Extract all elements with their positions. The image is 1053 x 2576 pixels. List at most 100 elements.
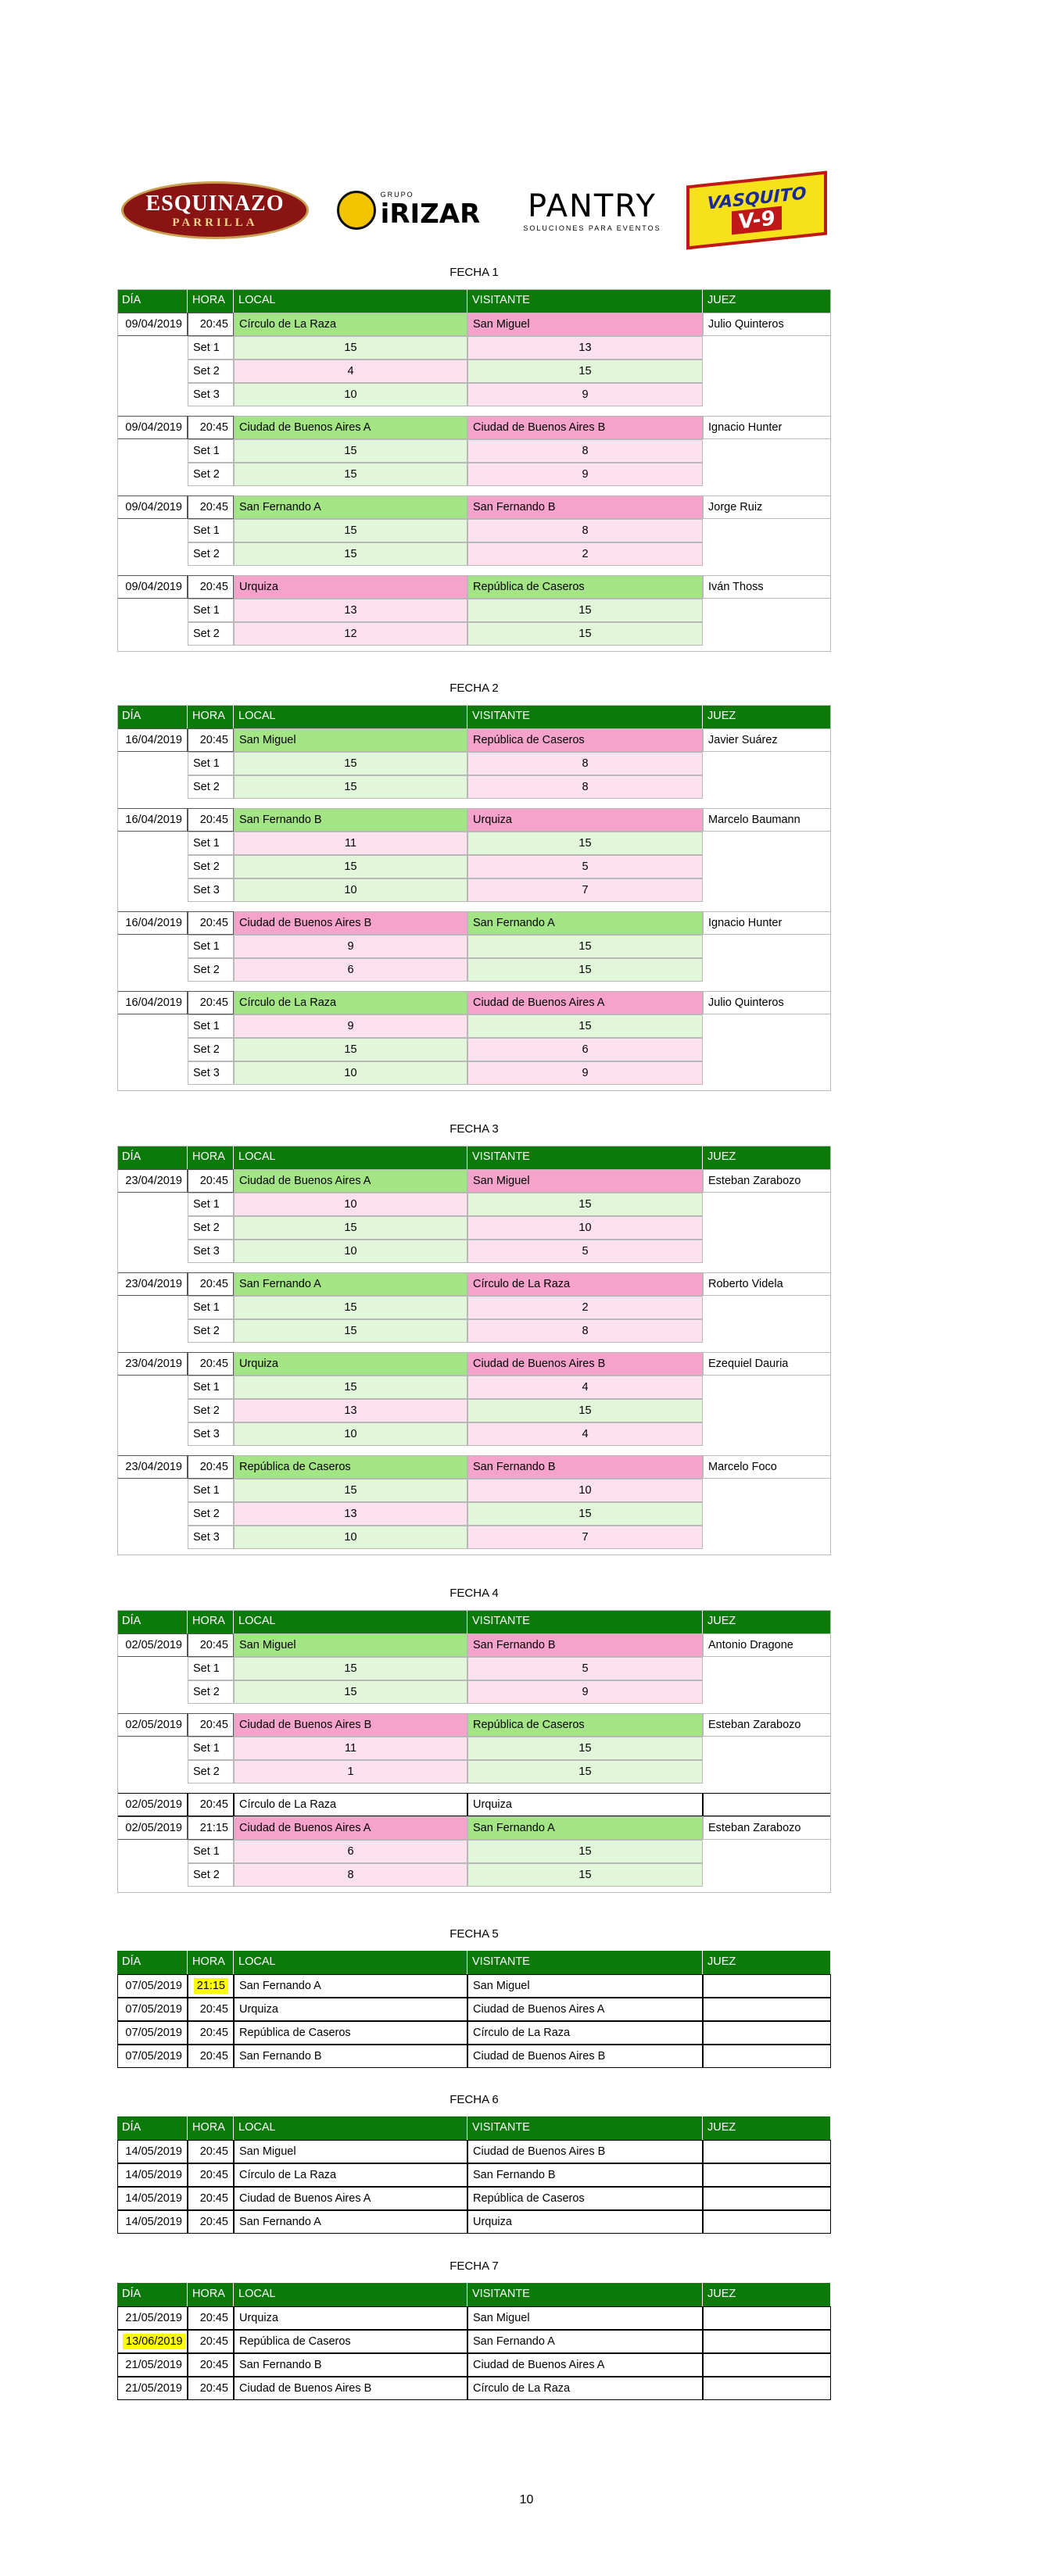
cell-text: 14/05/2019 (125, 2145, 182, 2158)
header-cell: HORA (188, 705, 234, 728)
set-score: 1 (234, 1760, 467, 1784)
set-score: 15 (234, 1319, 467, 1343)
match-visitante: Ciudad de Buenos Aires A (467, 1998, 703, 2021)
cell-text: 21/05/2019 (125, 2312, 182, 2324)
match-hora: 20:45 (188, 2045, 234, 2068)
header-cell: HORA (188, 2283, 234, 2306)
header-cell: VISITANTE (467, 1146, 703, 1169)
cell-text: 20:45 (199, 1798, 228, 1811)
match-juez (703, 1793, 831, 1816)
cell-text: Círculo de La Raza (473, 2027, 571, 2039)
set-label: Set 2 (188, 1760, 234, 1784)
match-juez (703, 2330, 831, 2353)
match-local: San Miguel (234, 728, 467, 752)
cell-text: 07/05/2019 (125, 2027, 182, 2039)
match-visitante: San Miguel (467, 2306, 703, 2330)
match-hora: 20:45 (188, 575, 234, 599)
cell-text: 20:45 (199, 2359, 228, 2371)
header-cell: LOCAL (234, 1951, 467, 1974)
cell-text: San Fernando A (473, 2335, 555, 2348)
set-score: 8 (467, 752, 703, 775)
match-local: San Fernando A (234, 1974, 467, 1998)
header-cell: HORA (188, 1951, 234, 1974)
match-dia: 14/05/2019 (117, 2163, 188, 2187)
set-score: 11 (234, 832, 467, 855)
cell-text: República de Caseros (239, 2335, 351, 2348)
match-local: Ciudad de Buenos Aires B (234, 2377, 467, 2400)
match-hora: 20:45 (188, 2163, 234, 2187)
header-cell: JUEZ (703, 2283, 831, 2306)
match-visitante: San Fernando A (467, 911, 703, 935)
fecha-title: FECHA 1 (449, 266, 499, 279)
set-score: 15 (234, 1038, 467, 1061)
logo-irizar: GRUPO iRIZAR (317, 177, 500, 244)
set-label: Set 2 (188, 958, 234, 982)
match-local: Ciudad de Buenos Aires A (234, 1816, 467, 1840)
logo-vasquito: VASQUITO V-9 (684, 170, 829, 250)
match-hora: 20:45 (188, 808, 234, 832)
match-visitante: Círculo de La Raza (467, 1272, 703, 1296)
set-score: 15 (234, 1216, 467, 1240)
set-label: Set 1 (188, 1193, 234, 1216)
match-dia: 21/05/2019 (117, 2377, 188, 2400)
match-visitante: Urquiza (467, 2210, 703, 2234)
set-label: Set 1 (188, 1296, 234, 1319)
match-dia: 02/05/2019 (117, 1713, 188, 1737)
set-label: Set 2 (188, 542, 234, 566)
cell-text: 20:45 (199, 2312, 228, 2324)
set-label: Set 1 (188, 752, 234, 775)
match-juez: Julio Quinteros (703, 313, 831, 336)
header-cell: LOCAL (234, 2283, 467, 2306)
match-juez: Jorge Ruiz (703, 496, 831, 519)
match-local: Círculo de La Raza (234, 313, 467, 336)
set-score: 10 (234, 1061, 467, 1085)
header-cell: DÍA (117, 1610, 188, 1633)
set-score: 15 (234, 463, 467, 486)
set-score: 2 (467, 1296, 703, 1319)
set-label: Set 1 (188, 832, 234, 855)
match-local: San Fernando B (234, 808, 467, 832)
match-hora: 20:45 (188, 1633, 234, 1657)
match-dia: 07/05/2019 (117, 2021, 188, 2045)
match-hora: 20:45 (188, 1793, 234, 1816)
cell-text: San Fernando A (239, 2216, 321, 2228)
match-hora: 20:45 (188, 1272, 234, 1296)
match-dia: 07/05/2019 (117, 1974, 188, 1998)
header-cell: VISITANTE (467, 1610, 703, 1633)
match-dia: 14/05/2019 (117, 2187, 188, 2210)
match-local: San Miguel (234, 2140, 467, 2163)
match-visitante: San Fernando B (467, 1633, 703, 1657)
set-score: 10 (234, 878, 467, 902)
fecha-title: FECHA 3 (449, 1122, 499, 1136)
cell-text: San Miguel (239, 2145, 296, 2158)
match-dia: 23/04/2019 (117, 1352, 188, 1376)
header-cell: JUEZ (703, 1146, 831, 1169)
header-cell: VISITANTE (467, 1951, 703, 1974)
match-visitante: Ciudad de Buenos Aires B (467, 416, 703, 439)
set-score: 15 (467, 599, 703, 622)
set-label: Set 3 (188, 1422, 234, 1446)
set-score: 15 (234, 855, 467, 878)
match-dia: 02/05/2019 (117, 1816, 188, 1840)
match-hora: 20:45 (188, 2330, 234, 2353)
cell-text: 21:15 (193, 1978, 228, 1994)
cell-text: San Miguel (473, 1980, 530, 1992)
fecha-title: FECHA 6 (449, 2093, 499, 2106)
match-visitante: Ciudad de Buenos Aires A (467, 991, 703, 1014)
set-score: 10 (234, 1422, 467, 1446)
set-score: 8 (467, 439, 703, 463)
match-juez: Esteban Zarabozo (703, 1713, 831, 1737)
cell-text: Ciudad de Buenos Aires B (239, 2382, 372, 2395)
cell-text: 07/05/2019 (125, 2003, 182, 2016)
cell-text: 07/05/2019 (125, 1980, 182, 1992)
match-juez: Ignacio Hunter (703, 911, 831, 935)
cell-text: República de Caseros (473, 2192, 585, 2205)
cell-text: Urquiza (473, 1798, 512, 1811)
logo-subtext: SOLUCIONES PARA EVENTOS (523, 224, 661, 232)
set-score: 15 (234, 1479, 467, 1502)
match-hora: 20:45 (188, 991, 234, 1014)
cell-text: 20:45 (199, 2027, 228, 2039)
match-hora: 20:45 (188, 2210, 234, 2234)
cell-text: San Fernando B (239, 2050, 322, 2063)
header-cell: HORA (188, 1146, 234, 1169)
